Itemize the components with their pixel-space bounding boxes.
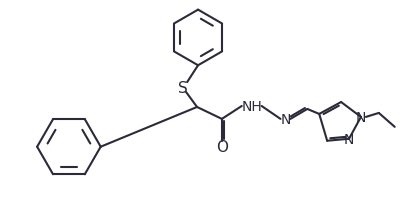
Text: N: N	[355, 110, 365, 124]
Text: NH: NH	[241, 99, 261, 114]
Text: N: N	[343, 132, 353, 146]
Text: N: N	[280, 112, 290, 126]
Text: O: O	[216, 139, 227, 154]
Text: S: S	[178, 80, 188, 95]
